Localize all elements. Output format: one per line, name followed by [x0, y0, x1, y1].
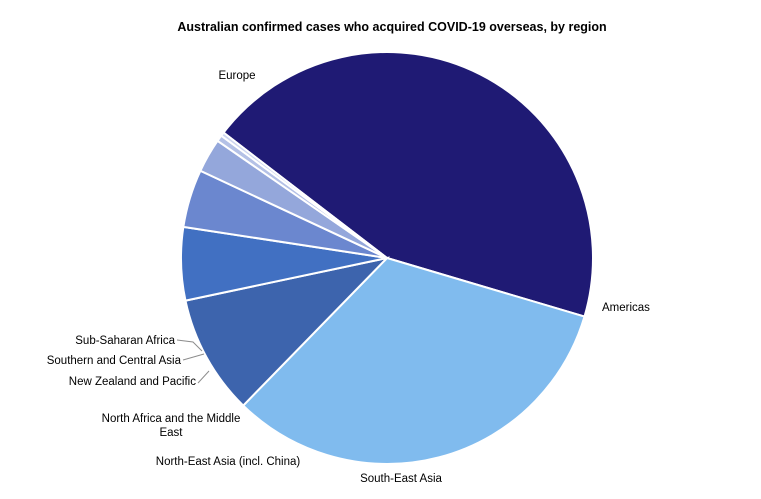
- slice-label-line: North-East Asia (incl. China): [156, 456, 301, 468]
- slice-label: North-East Asia (incl. China): [156, 456, 301, 468]
- slice-label: South-East Asia: [360, 473, 442, 485]
- pie-slice-europe: [222, 51, 594, 318]
- slice-label-line: Europe: [218, 70, 255, 82]
- leader-line: [182, 353, 205, 361]
- slice-label: Americas: [602, 302, 650, 314]
- chart-title: Australian confirmed cases who acquired …: [177, 20, 606, 34]
- slice-label: Southern and Central Asia: [47, 355, 182, 367]
- slice-label: New Zealand and Pacific: [69, 376, 196, 388]
- slice-label-line: New Zealand and Pacific: [69, 376, 196, 388]
- slice-label-line: Sub-Saharan Africa: [75, 335, 175, 347]
- pie-slice-americas: [241, 256, 586, 465]
- slice-label: Europe: [218, 70, 255, 82]
- pie-slice-sub-saharan-africa: [219, 131, 388, 259]
- slice-label-line: Southern and Central Asia: [47, 355, 182, 367]
- slice-label: Sub-Saharan Africa: [75, 335, 175, 347]
- slice-label-line: South-East Asia: [360, 473, 442, 485]
- leader-line: [197, 370, 210, 384]
- slice-label-line: Americas: [602, 302, 650, 314]
- leader-line: [176, 339, 203, 352]
- pie-slice-south-east-asia: [184, 256, 391, 407]
- slice-label-line: North Africa and the Middle: [102, 413, 241, 425]
- slice-label: North Africa and the Middle East: [102, 413, 241, 439]
- slice-label-line: East: [159, 427, 183, 439]
